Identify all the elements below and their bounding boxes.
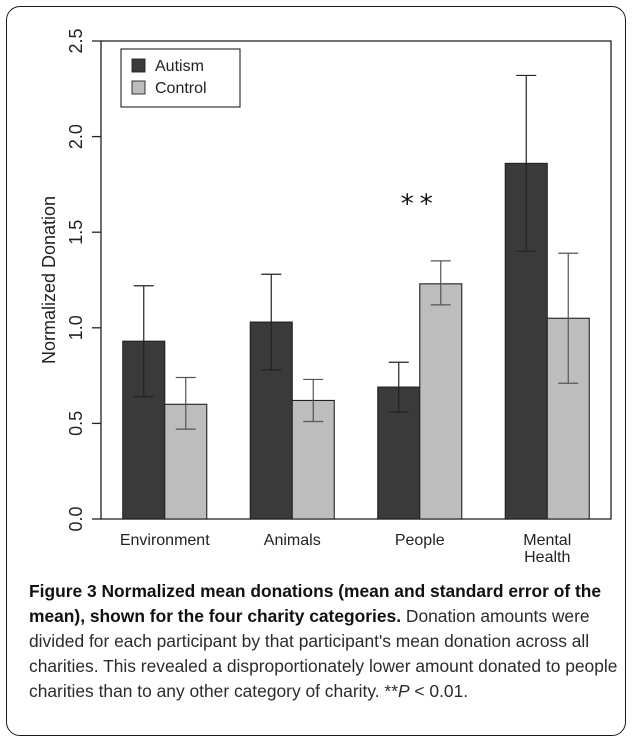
y-axis-label: Normalized Donation	[39, 196, 59, 364]
y-tick-label: 1.5	[66, 220, 86, 245]
x-category-label: Environment	[120, 532, 210, 549]
caption-label: Figure 3	[29, 581, 97, 601]
caption-stat-symbol: P	[397, 681, 410, 701]
bar-control	[419, 283, 463, 520]
y-tick-label: 2.5	[66, 28, 86, 53]
y-tick-label: 2.0	[66, 124, 86, 149]
caption-stat-suffix: < 0.01.	[409, 681, 469, 701]
caption-body: Donation amounts were divided for each p…	[29, 606, 618, 701]
y-tick-label: 0.0	[66, 506, 86, 531]
legend-swatch-autism	[131, 58, 146, 73]
legend-label-autism: Autism	[155, 58, 204, 75]
y-tick-label: 1.0	[66, 315, 86, 340]
x-category-label: Animals	[264, 532, 321, 549]
caption-stat-prefix: **	[384, 681, 398, 701]
significance-annotation: **	[401, 190, 439, 220]
figure-caption: Figure 3 Normalized mean donations (mean…	[29, 579, 621, 704]
plot-frame	[100, 40, 612, 520]
x-category-label: Health	[524, 549, 570, 566]
x-category-label: Mental	[523, 532, 571, 549]
legend-label-control: Control	[155, 80, 207, 97]
bar-chart: 0.0 0.5 1.0 1.5 2.0 2.5 Normalized Donation Env…	[39, 28, 612, 566]
x-category-label: People	[395, 532, 445, 549]
y-tick-label: 0.5	[66, 411, 86, 436]
figure-panel: 0.0 0.5 1.0 1.5 2.0 2.5 Normalized Donation Env…	[6, 6, 626, 736]
legend-swatch-control	[131, 80, 146, 95]
caption-title: Normalized mean donations (mean and stan…	[29, 581, 602, 626]
